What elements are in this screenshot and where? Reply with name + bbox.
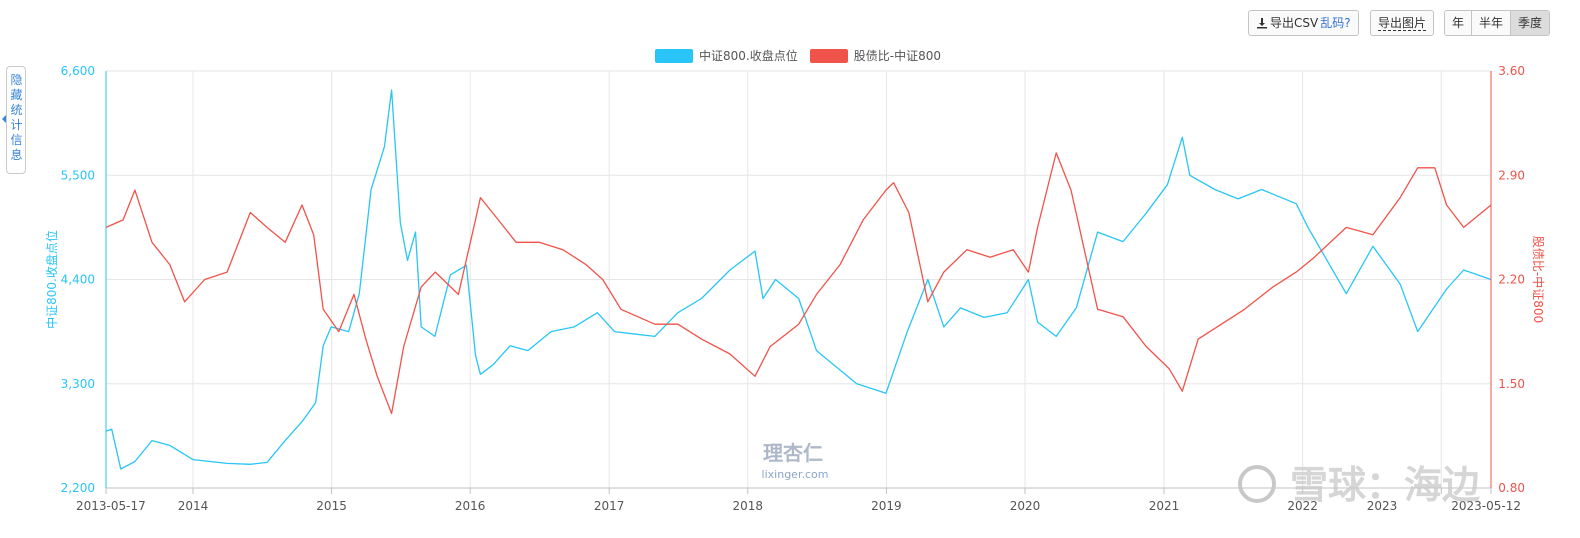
x-tick-label: 2022 xyxy=(1287,499,1318,513)
y-right-tick-label: 2.20 xyxy=(1498,273,1525,287)
y-right-tick-label: 0.80 xyxy=(1498,481,1525,495)
legend-swatch-ratio xyxy=(809,48,848,63)
x-tick-label: 2017 xyxy=(594,499,625,513)
grid-lines xyxy=(105,70,1492,489)
x-tick-label: 2019 xyxy=(871,499,902,513)
watermark-url: lixinger.com xyxy=(762,468,829,481)
y-left-tick-label: 4,400 xyxy=(61,273,95,287)
y-right-axis-title: 股债比-中证800 xyxy=(1531,236,1546,323)
x-tick-label: 2014 xyxy=(178,499,209,513)
caret-left-icon xyxy=(2,115,6,123)
y-left-tick-label: 3,300 xyxy=(61,377,95,391)
chart-legend: 中证800.收盘点位 股债比-中证800 xyxy=(655,47,953,64)
x-tick-label: 2021 xyxy=(1149,499,1180,513)
series-lines xyxy=(105,89,1492,470)
y-left-tick-label: 6,600 xyxy=(61,64,95,78)
export-image-label: 导出图片 xyxy=(1378,16,1427,31)
series-line-index xyxy=(105,89,1492,470)
legend-label-ratio: 股债比-中证800 xyxy=(853,49,941,63)
garbled-link[interactable]: 乱码? xyxy=(1320,16,1351,30)
legend-item-ratio[interactable]: 股债比-中证800 xyxy=(809,47,941,64)
x-tick-label: 2015 xyxy=(316,499,347,513)
x-tick-label: 2018 xyxy=(733,499,764,513)
watermark-logo-text: 理杏仁 xyxy=(763,441,823,465)
toggle-stats-tab[interactable]: 隐藏统计信息 xyxy=(2,66,26,174)
period-quarter[interactable]: 季度 xyxy=(1510,11,1550,35)
legend-item-index[interactable]: 中证800.收盘点位 xyxy=(655,47,798,64)
x-tick-label: 2023-05-12 xyxy=(1451,499,1521,513)
period-half-year[interactable]: 半年 xyxy=(1471,11,1511,35)
y-left-axis-title: 中证800.收盘点位 xyxy=(44,230,59,329)
x-tick-label: 2023 xyxy=(1367,499,1398,513)
corner-watermark-text: 雪球：海边 xyxy=(1290,463,1480,507)
y-left-tick-label: 5,500 xyxy=(61,168,95,182)
snowball-icon xyxy=(1238,465,1276,503)
y-right-tick-label: 2.90 xyxy=(1498,168,1525,182)
corner-watermark: 雪球：海边 xyxy=(1238,463,1480,507)
y-right-tick-label: 1.50 xyxy=(1498,377,1525,391)
period-year[interactable]: 年 xyxy=(1445,11,1472,35)
watermark-logo: 理杏仁 lixinger.com xyxy=(762,441,829,481)
x-tick-label: 2020 xyxy=(1010,499,1041,513)
download-icon xyxy=(1257,18,1267,29)
export-csv-button[interactable]: 导出CSV 乱码? xyxy=(1248,10,1359,36)
series-line-ratio xyxy=(105,152,1492,415)
legend-swatch-index xyxy=(655,48,693,63)
legend-label-index: 中证800.收盘点位 xyxy=(699,49,798,63)
axes: 2,200 0.80 3,300 1.50 4,400 2.20 5,500 2.90 6,60… xyxy=(44,64,1546,513)
y-left-tick-label: 2,200 xyxy=(61,481,95,495)
y-right-tick-label: 3.60 xyxy=(1498,64,1525,78)
x-tick-label: 2016 xyxy=(455,499,486,513)
period-selector: 年 半年 季度 xyxy=(1444,10,1551,36)
toggle-stats-label: 隐藏统计信息 xyxy=(10,73,23,162)
export-csv-label: 导出CSV xyxy=(1270,16,1319,30)
export-image-button[interactable]: 导出图片 xyxy=(1370,10,1435,36)
x-tick-label: 2013-05-17 xyxy=(76,499,146,513)
